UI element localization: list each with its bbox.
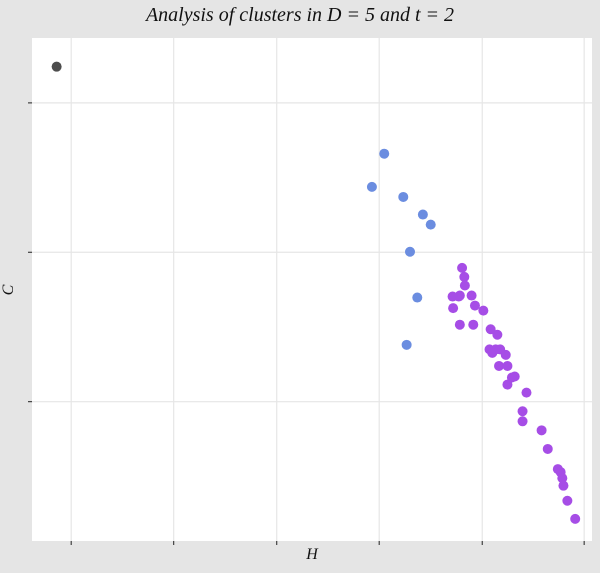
data-point-s2-19 (494, 360, 505, 371)
data-point-s2-9 (478, 305, 489, 316)
data-point-s2-20 (502, 360, 513, 371)
data-point-s2-24 (521, 387, 532, 398)
data-point-s2-28 (542, 443, 553, 454)
data-point-s2-18 (500, 349, 511, 360)
data-point-s1-2 (398, 191, 409, 202)
data-point-s1-3 (417, 209, 428, 220)
axis-ticks (28, 102, 585, 545)
data-point-s1-6 (412, 292, 423, 303)
data-point-s2-16 (487, 347, 498, 358)
data-point-s2-13 (492, 329, 503, 340)
data-point-s2-8 (469, 300, 480, 311)
data-point-s2-26 (517, 416, 528, 427)
data-point-s2-32 (558, 480, 569, 491)
data-point-s0-0 (51, 61, 62, 72)
data-point-s2-6 (447, 291, 458, 302)
data-point-s2-0 (457, 262, 468, 273)
x-axis-label: H (306, 546, 318, 563)
data-point-s2-4 (466, 290, 477, 301)
data-point-s2-33 (562, 495, 573, 506)
data-point-s1-1 (366, 181, 377, 192)
y-axis-label: C (0, 284, 17, 296)
data-point-s2-23 (502, 379, 513, 390)
plot-panel (32, 38, 592, 541)
data-points (51, 61, 581, 524)
data-point-s2-11 (468, 319, 479, 330)
data-point-s2-10 (454, 319, 465, 330)
data-point-s2-1 (459, 271, 470, 282)
data-point-s2-25 (517, 406, 528, 417)
data-point-s1-5 (405, 246, 415, 257)
data-point-s1-0 (379, 148, 390, 159)
data-point-s2-34 (570, 513, 581, 524)
data-point-s2-12 (485, 324, 496, 335)
data-point-s2-2 (459, 280, 470, 291)
data-point-s2-31 (557, 473, 568, 484)
data-point-s2-7 (448, 303, 459, 314)
data-point-s1-4 (425, 219, 436, 230)
data-point-s1-7 (401, 339, 412, 350)
grid-lines (32, 38, 592, 541)
chart-title: Analysis of clusters in D = 5 and t = 2 (145, 4, 455, 26)
data-point-s2-27 (536, 425, 547, 436)
